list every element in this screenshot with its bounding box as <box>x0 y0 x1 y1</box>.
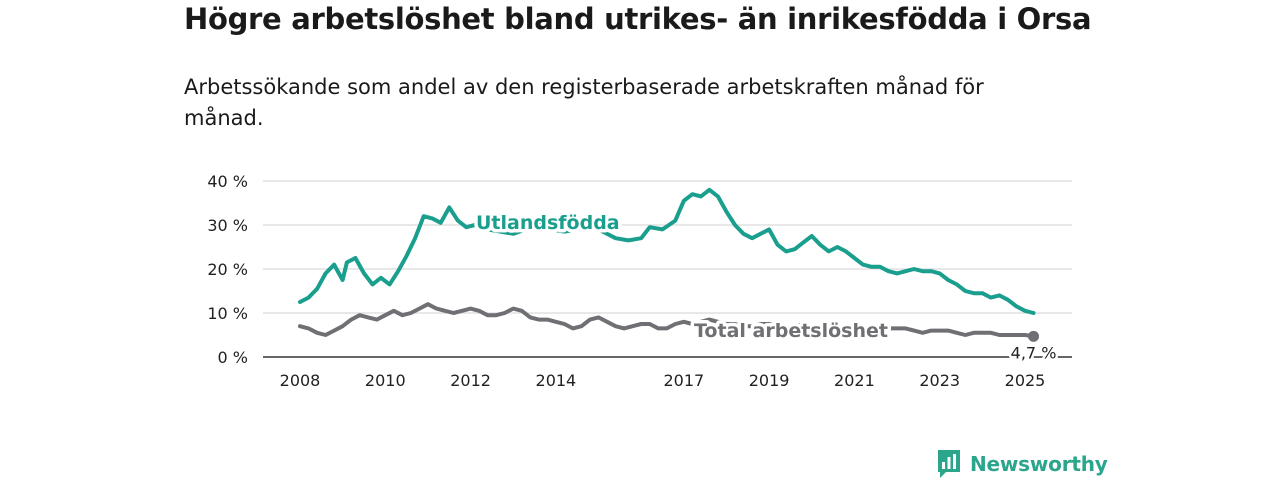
x-tick-label: 2019 <box>749 371 790 390</box>
y-tick-label: 0 % <box>218 348 248 367</box>
utlandsfodda-label: Utlandsfödda <box>476 212 620 234</box>
x-tick-label: 2025 <box>1005 371 1046 390</box>
utlandsfodda-line <box>298 187 1036 315</box>
y-axis-ticks: 0 % 10 % 20 % 30 % 40 % <box>207 172 248 367</box>
x-tick-label: 2014 <box>536 371 577 390</box>
line-chart: 0 % 10 % 20 % 30 % 40 % 2008 2010 2012 2014 2017… <box>207 172 1072 390</box>
x-tick-label: 2023 <box>919 371 960 390</box>
end-point-marker <box>1028 330 1040 342</box>
y-tick-label: 30 % <box>207 216 248 235</box>
logo-text: Newsworthy <box>970 452 1108 476</box>
gridlines <box>263 180 1072 314</box>
x-tick-label: 2008 <box>280 371 321 390</box>
newsworthy-logo: Newsworthy <box>936 448 1108 480</box>
x-tick-label: 2012 <box>450 371 491 390</box>
chart-subtitle: Arbetssökande som andel av den registerb… <box>184 75 984 130</box>
chart-title: Högre arbetslöshet bland utrikes- än inr… <box>184 2 1092 36</box>
total-arbetsloshet-label: Total arbetslöshet <box>694 320 888 342</box>
y-tick-label: 20 % <box>207 260 248 279</box>
bar-chart-speech-bubble-icon <box>938 450 960 478</box>
y-tick-label: 10 % <box>207 304 248 323</box>
y-tick-label: 40 % <box>207 172 248 191</box>
x-tick-label: 2010 <box>365 371 406 390</box>
series-lines <box>298 187 1036 339</box>
total-arbetsloshet-line <box>298 302 1036 339</box>
x-tick-label: 2017 <box>663 371 704 390</box>
x-tick-label: 2021 <box>834 371 875 390</box>
x-axis-ticks: 2008 2010 2012 2014 2017 2019 2021 2023 2025 <box>280 371 1046 390</box>
series-labels: Utlandsfödda Total arbetslöshet 4,7 % <box>473 209 1059 365</box>
end-value-label: 4,7 % <box>1011 343 1057 362</box>
